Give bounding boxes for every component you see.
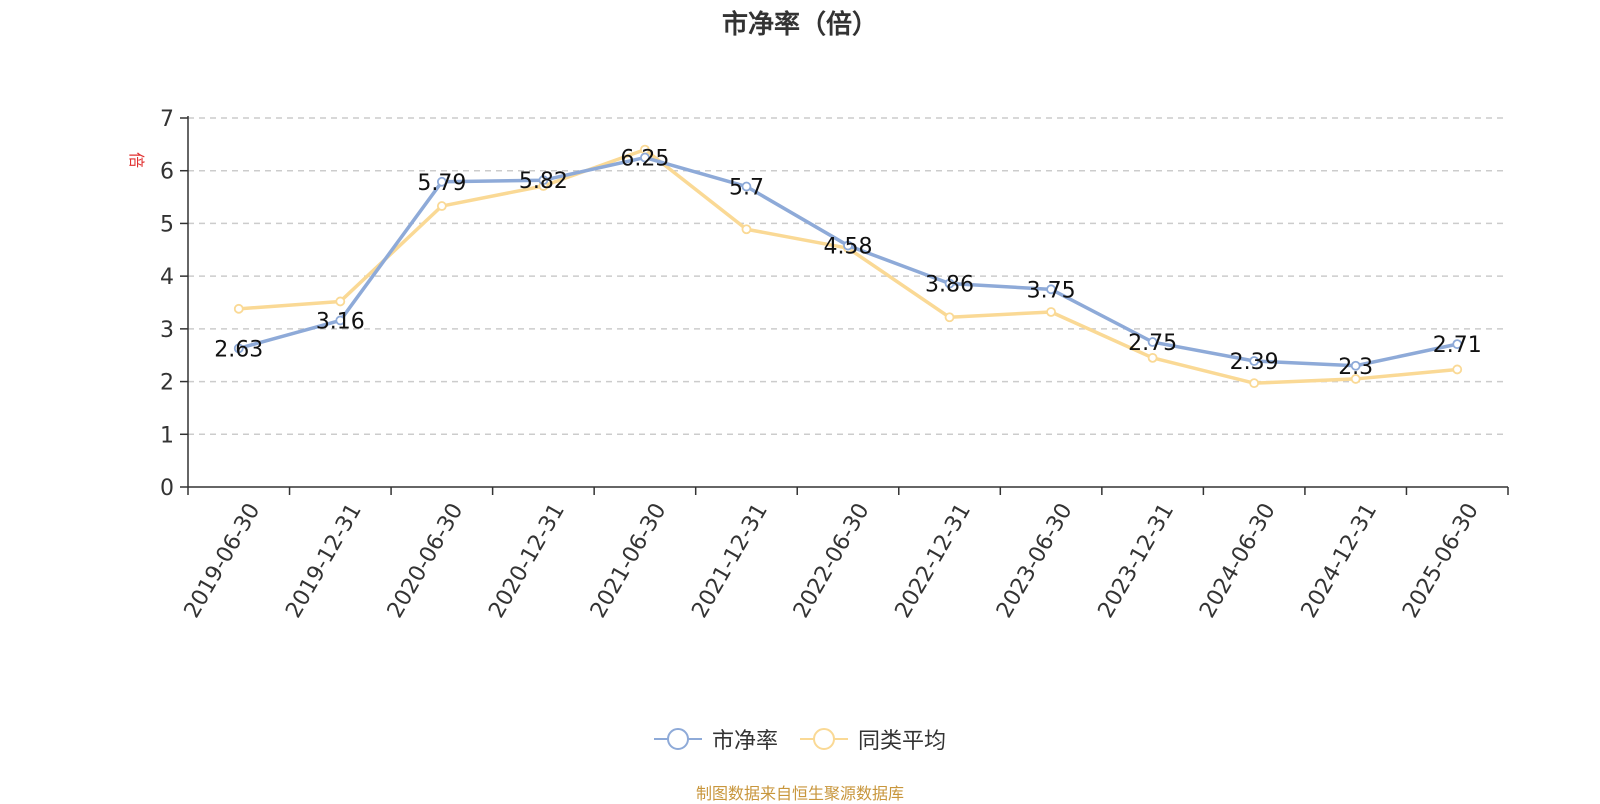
data-point-series-2: [1249, 378, 1260, 389]
x-tick-label: 2021-06-30: [586, 499, 672, 622]
data-label: 3.86: [925, 273, 974, 298]
data-label: 3.75: [1027, 278, 1076, 303]
y-tick-label: 0: [160, 476, 174, 501]
data-label: 2.39: [1230, 350, 1279, 375]
data-label: 5.7: [729, 176, 764, 201]
legend: 市净率 同类平均: [0, 722, 1600, 756]
y-tick-label: 7: [160, 107, 174, 132]
data-point-series-1: [1452, 339, 1463, 350]
data-point-series-1: [1046, 284, 1056, 295]
data-point-series-2: [335, 296, 346, 307]
data-point-series-2: [1350, 374, 1361, 384]
legend-item-series-1[interactable]: 市净率: [653, 723, 778, 755]
data-point-series-2: [1452, 364, 1463, 375]
data-point-series-1: [1147, 337, 1158, 347]
x-tick-label: 2025-06-30: [1398, 499, 1484, 622]
x-tick-label: 2024-06-30: [1195, 499, 1281, 622]
data-point-series-2: [1046, 307, 1056, 317]
data-point-series-2: [1147, 352, 1158, 363]
data-label: 5.82: [519, 169, 568, 194]
y-axis-label: 倍: [127, 152, 146, 168]
y-tick-label: 5: [160, 212, 174, 237]
data-point-series-1: [1350, 360, 1361, 371]
legend-swatch-series-2: [800, 728, 848, 750]
legend-item-series-2[interactable]: 同类平均: [800, 723, 946, 755]
x-tick-label: 2022-12-31: [890, 499, 976, 622]
legend-label-series-1: 市净率: [711, 729, 778, 754]
x-tick-label: 2023-06-30: [992, 499, 1078, 622]
data-point-series-1: [640, 152, 650, 163]
legend-label-series-2: 同类平均: [858, 729, 947, 754]
x-tick-label: 2024-12-31: [1297, 499, 1383, 622]
data-label: 2.75: [1128, 331, 1177, 356]
data-point-series-2: [436, 201, 447, 211]
x-tick-label: 2021-12-31: [687, 499, 773, 622]
source-note: 制图数据来自恒生聚源数据库: [695, 784, 904, 803]
data-label: 3.16: [316, 309, 365, 334]
data-point-series-1: [436, 176, 447, 187]
data-point-series-2: [944, 312, 955, 323]
y-tick-label: 3: [160, 318, 174, 343]
x-tick-label: 2023-12-31: [1094, 499, 1180, 622]
y-tick-label: 2: [160, 371, 174, 396]
data-point-series-2: [741, 224, 752, 235]
data-point-series-1: [944, 278, 955, 289]
legend-swatch-series-1: [653, 728, 702, 750]
chart-title: 市净率（倍）: [721, 10, 878, 40]
data-label: 2.71: [1433, 333, 1482, 358]
x-tick-label: 2020-12-31: [484, 499, 570, 622]
x-tick-label: 2019-12-31: [281, 499, 367, 622]
data-point-series-1: [233, 343, 244, 354]
y-tick-label: 4: [160, 265, 174, 290]
data-point-series-1: [335, 315, 346, 326]
x-tick-label: 2020-06-30: [383, 499, 469, 622]
data-point-series-2: [233, 303, 244, 314]
data-label: 4.58: [824, 235, 873, 260]
data-point-series-1: [843, 240, 853, 251]
data-label: 6.25: [620, 147, 669, 172]
data-label: 2.3: [1338, 355, 1373, 380]
x-tick-label: 2019-06-30: [180, 499, 266, 622]
y-tick-label: 1: [160, 423, 174, 448]
data-point-series-1: [1249, 356, 1260, 366]
y-tick-label: 6: [160, 160, 174, 185]
data-label: 2.63: [214, 337, 263, 362]
data-label: 5.79: [417, 171, 466, 196]
x-tick-label: 2022-06-30: [789, 499, 875, 622]
data-point-series-1: [538, 175, 549, 186]
data-point-series-1: [741, 181, 752, 192]
